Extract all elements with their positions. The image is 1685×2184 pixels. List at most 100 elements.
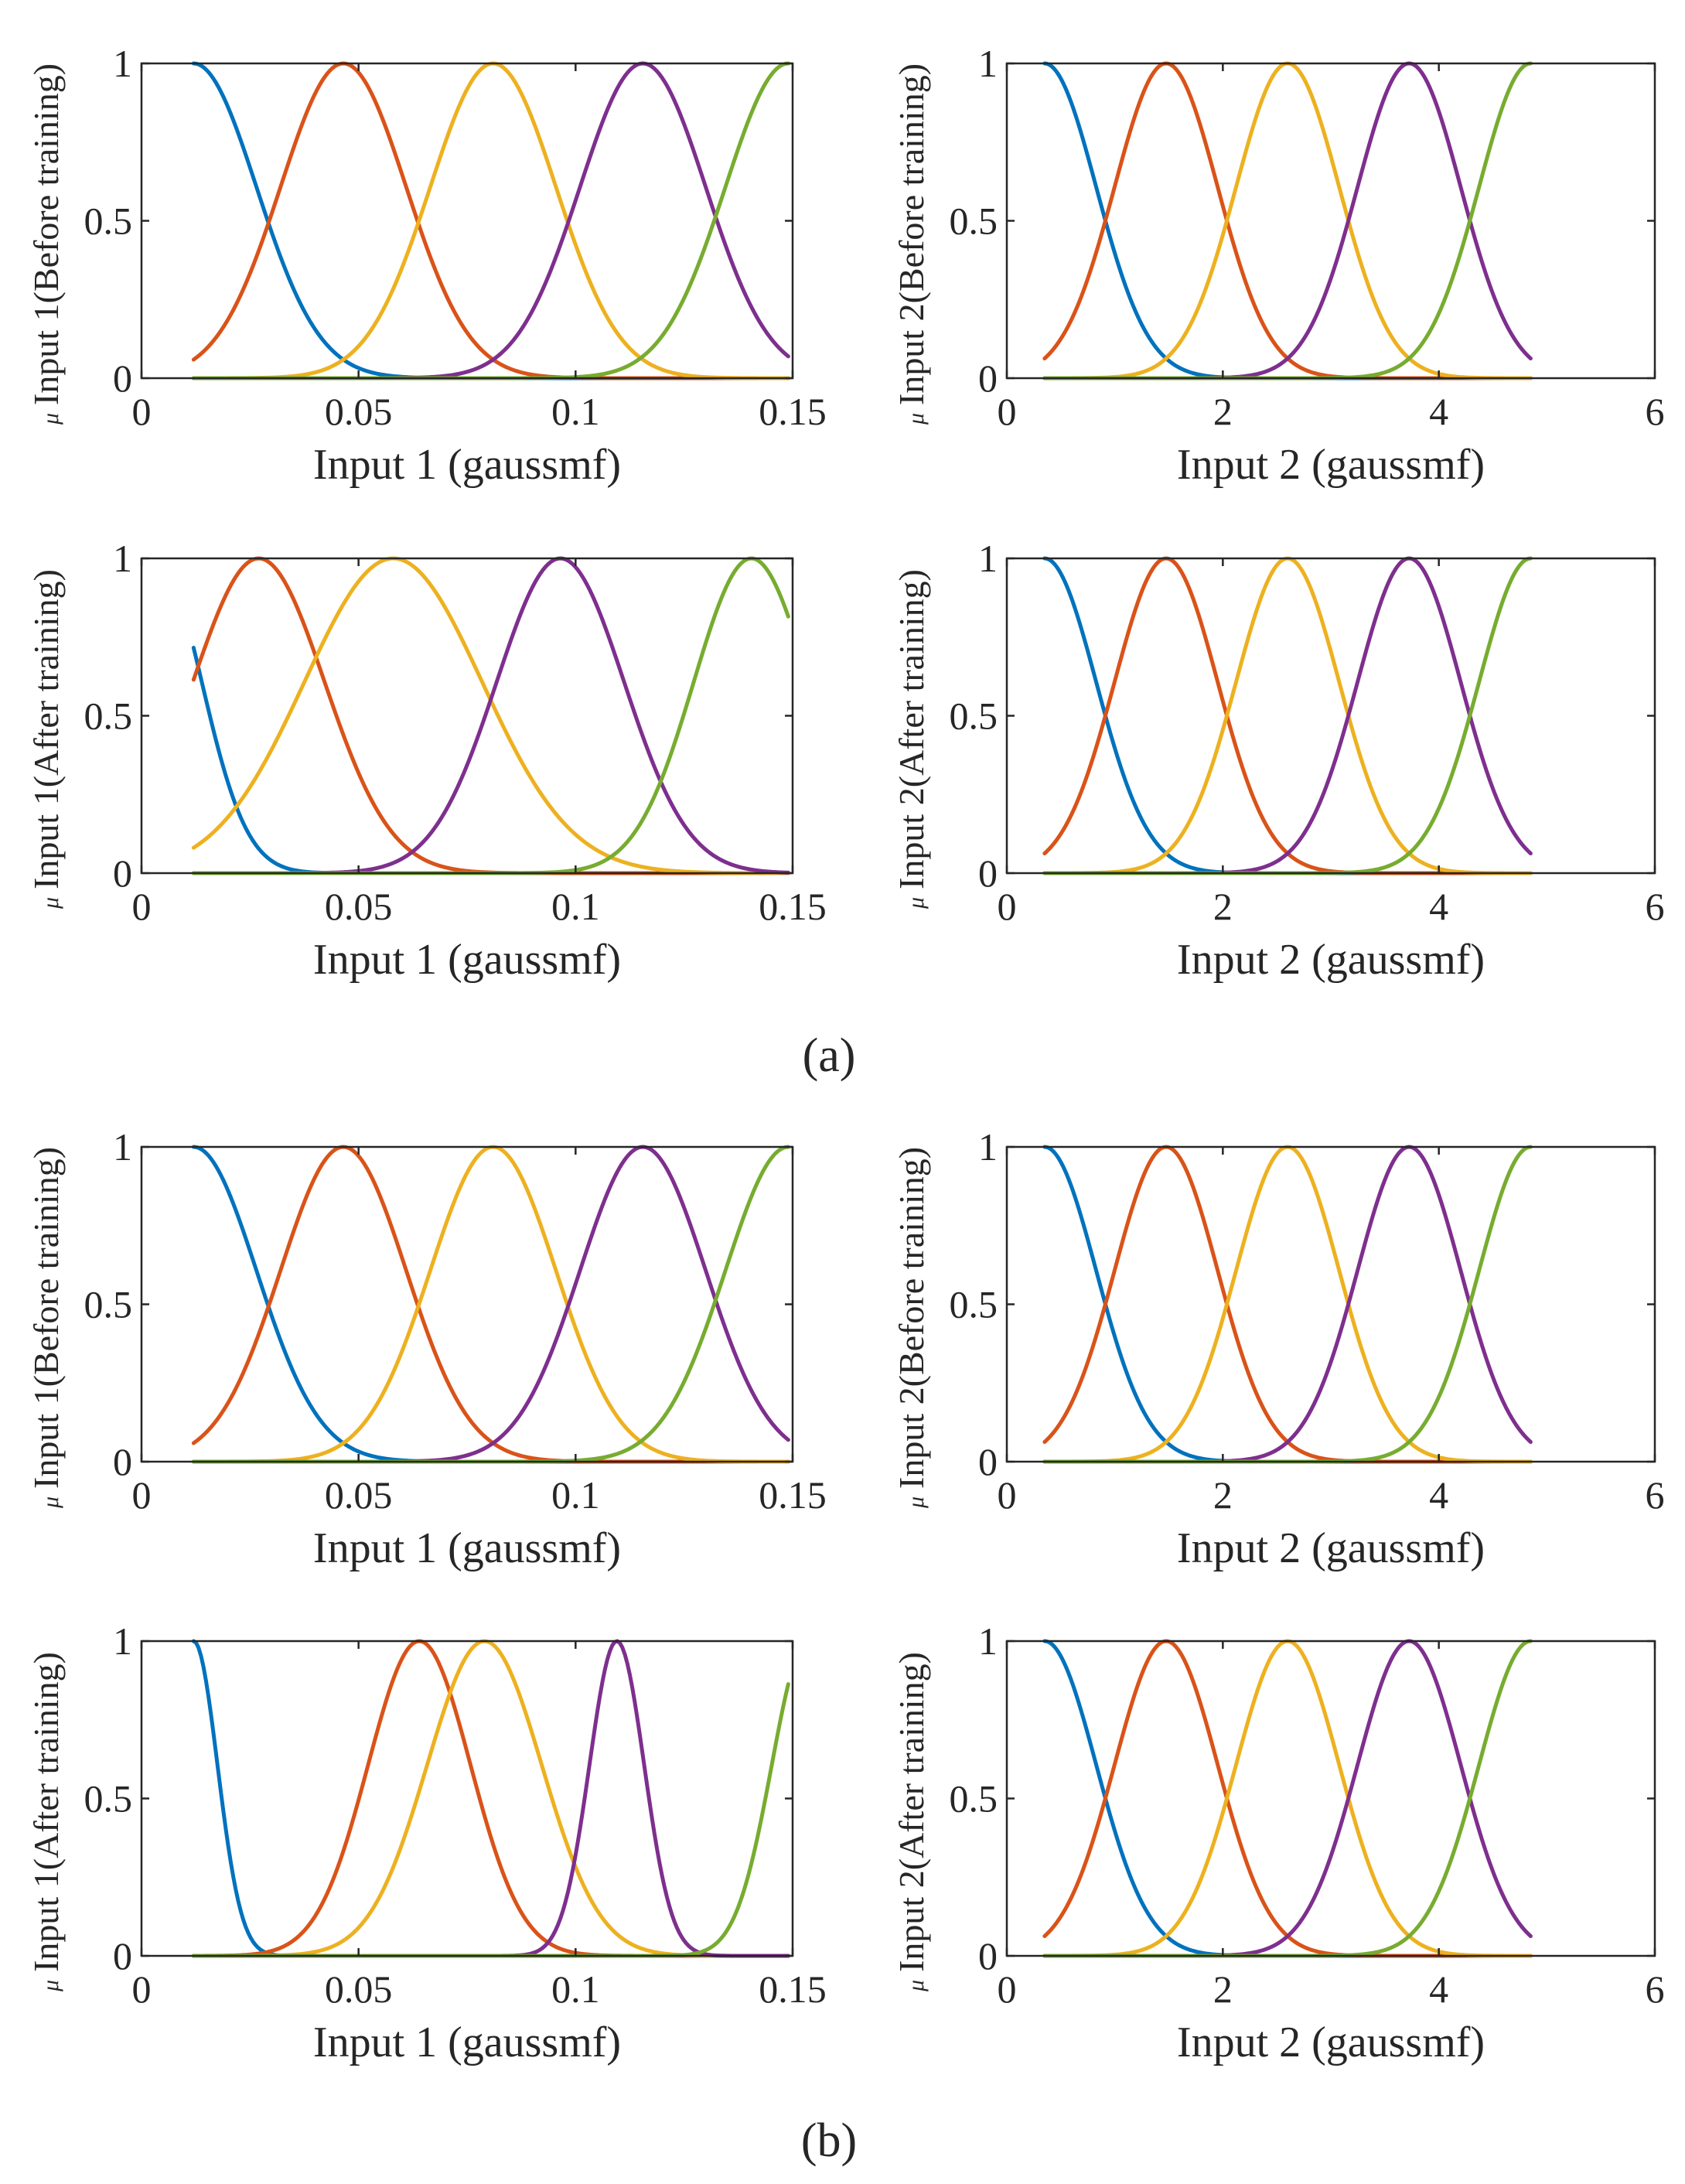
y-axis-label: μ Input 2(Before training) [892, 1147, 931, 1509]
y-axis-label: μ Input 1(After training) [26, 1652, 66, 1992]
x-axis-label: Input 2 (gaussmf) [1177, 441, 1485, 489]
x-tick-label: 4 [1429, 390, 1448, 433]
x-tick-label: 0 [132, 1473, 152, 1517]
series-line-mf1 [191, 1145, 790, 1464]
series-line-mf5 [1042, 61, 1533, 380]
x-tick-label: 0.05 [325, 1473, 393, 1517]
series-line-mf2 [191, 61, 790, 380]
y-tick-label: 0.5 [84, 200, 133, 243]
x-tick-label: 2 [1213, 390, 1233, 433]
y-tick-label: 1 [113, 537, 132, 580]
x-tick-label: 6 [1646, 885, 1665, 928]
x-tick-label: 0 [998, 1473, 1017, 1517]
y-axis-title: Input 1(After training) [26, 1652, 66, 1972]
y-axis-title: Input 2(Before training) [892, 63, 931, 405]
series-line-mf2 [1042, 1145, 1533, 1464]
x-tick-label: 0.1 [551, 390, 600, 433]
x-tick-label: 0.1 [551, 1967, 600, 2011]
y-tick-label: 1 [113, 42, 132, 85]
y-tick-label: 0 [113, 1934, 132, 1978]
y-axis-label: μ Input 2(After training) [892, 569, 931, 909]
x-tick-label: 0 [132, 390, 152, 433]
y-tick-label: 0 [978, 357, 998, 400]
series-line-mf5 [1042, 1145, 1533, 1464]
series-line-mf1 [191, 1639, 790, 1958]
x-tick-label: 0.15 [759, 1473, 827, 1517]
y-axis-mu-symbol: μ [38, 897, 63, 909]
y-tick-label: 1 [978, 537, 998, 580]
chart-a-input1-after: 0 0.05 0.1 0.15 0 0.5 1 Input 1 (gaussmf) μ Input… [26, 537, 827, 984]
y-tick-label: 1 [113, 1125, 132, 1169]
series-line-mf4 [191, 1145, 790, 1464]
series-line-mf1 [191, 646, 790, 875]
series-line-mf2 [191, 1639, 790, 1958]
series-line-mf4 [191, 61, 790, 380]
y-axis-mu-symbol: μ [903, 897, 929, 909]
y-axis-mu-symbol: μ [38, 1496, 63, 1509]
y-tick-label: 0.5 [950, 200, 998, 243]
panel-label-b: (b) [801, 2114, 857, 2167]
series-line-mf1 [1042, 1145, 1533, 1464]
series-line-mf5 [1042, 1639, 1533, 1958]
chart-a-input2-after: 0 2 4 6 0 0.5 1 Input 2 (gaussmf) μ Input 2(After… [892, 537, 1665, 984]
chart-a-input1-before: 0 0.05 0.1 0.15 0 0.5 1 Input 1 (gaussmf) μ Input… [26, 42, 827, 489]
x-tick-label: 0 [132, 885, 152, 928]
x-tick-label: 4 [1429, 1967, 1448, 2011]
chart-a-input2-before: 0 2 4 6 0 0.5 1 Input 2 (gaussmf) μ Input 2(Befor… [892, 42, 1665, 489]
x-axis-label: Input 1 (gaussmf) [313, 1524, 621, 1572]
y-tick-label: 0.5 [950, 1283, 998, 1326]
y-tick-label: 1 [978, 1619, 998, 1663]
series-line-mf5 [191, 61, 790, 380]
series-line-mf1 [1042, 61, 1533, 380]
series-line-mf2 [191, 1145, 790, 1464]
x-tick-label: 2 [1213, 885, 1233, 928]
y-axis-mu-symbol: μ [903, 1496, 929, 1509]
y-tick-label: 0 [978, 1934, 998, 1978]
panel-label-a: (a) [803, 1029, 856, 1082]
y-axis-title: Input 2(After training) [892, 569, 931, 889]
x-axis-label: Input 2 (gaussmf) [1177, 1524, 1485, 1572]
series-line-mf3 [1042, 1639, 1533, 1958]
x-tick-label: 0.15 [759, 390, 827, 433]
x-tick-label: 0.05 [325, 885, 393, 928]
axes-frame [140, 557, 794, 875]
series-line-mf2 [1042, 61, 1533, 380]
y-axis-label: μ Input 1(After training) [26, 569, 66, 909]
chart-b-input1-after: 0 0.05 0.1 0.15 0 0.5 1 Input 1 (gaussmf) μ Input… [26, 1619, 827, 2066]
y-tick-label: 0.5 [84, 1283, 133, 1326]
y-tick-label: 0 [113, 1440, 132, 1483]
y-axis-title: Input 2(After training) [892, 1652, 931, 1972]
series-line-mf4 [1042, 556, 1533, 875]
x-axis-label: Input 1 (gaussmf) [313, 441, 621, 489]
series-line-mf4 [191, 1639, 790, 1958]
series-line-mf3 [191, 1145, 790, 1464]
series-line-mf3 [191, 556, 790, 875]
y-axis-mu-symbol: μ [38, 1980, 63, 1992]
x-tick-label: 0.05 [325, 390, 393, 433]
x-tick-label: 0.15 [759, 1967, 827, 2011]
series-line-mf3 [191, 61, 790, 380]
x-tick-label: 0.05 [325, 1967, 393, 2011]
x-tick-label: 4 [1429, 1473, 1448, 1517]
x-tick-label: 0.1 [551, 885, 600, 928]
y-axis-mu-symbol: μ [903, 1980, 929, 1992]
y-axis-mu-symbol: μ [903, 413, 929, 425]
series-line-mf5 [1042, 556, 1533, 875]
x-tick-label: 4 [1429, 885, 1448, 928]
y-tick-label: 0.5 [950, 1777, 998, 1821]
series-line-mf3 [191, 1639, 790, 1958]
x-axis-label: Input 2 (gaussmf) [1177, 2018, 1485, 2066]
series-line-mf4 [1042, 1145, 1533, 1464]
y-tick-label: 0 [113, 851, 132, 895]
y-tick-label: 0 [113, 357, 132, 400]
chart-b-input2-before: 0 2 4 6 0 0.5 1 Input 2 (gaussmf) μ Input 2(Befor… [892, 1125, 1665, 1572]
y-axis-title: Input 1(After training) [26, 569, 66, 889]
x-tick-label: 6 [1646, 1473, 1665, 1517]
x-tick-label: 6 [1646, 390, 1665, 433]
series-line-mf4 [1042, 1639, 1533, 1958]
y-axis-label: μ Input 1(Before training) [26, 1147, 66, 1509]
x-tick-label: 0.15 [759, 885, 827, 928]
x-tick-label: 0 [132, 1967, 152, 2011]
series-line-mf3 [1042, 1145, 1533, 1464]
